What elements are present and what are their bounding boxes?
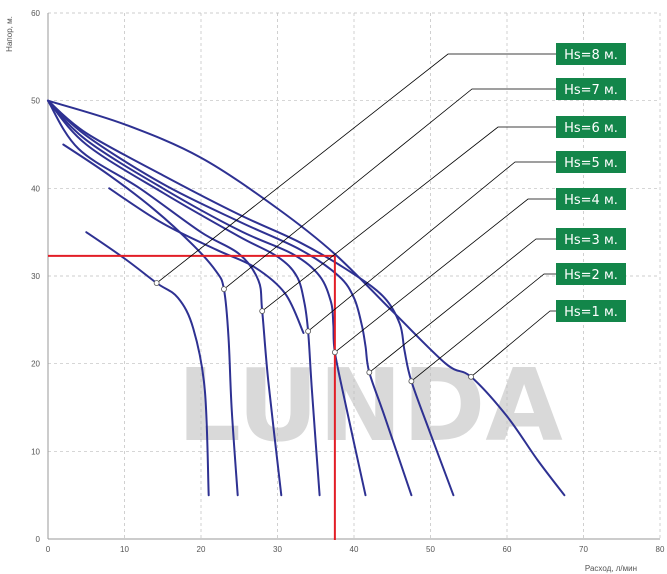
grid xyxy=(48,12,661,539)
series-label: Hs=3 м. xyxy=(564,233,618,248)
leader-line xyxy=(334,198,556,353)
y-tick-label: 60 xyxy=(31,9,40,18)
series-label-box xyxy=(556,228,626,250)
curve-line xyxy=(47,99,367,497)
curve-marker xyxy=(468,373,474,380)
curve-marker xyxy=(366,369,373,376)
curves xyxy=(47,99,566,497)
curve-line xyxy=(47,99,321,497)
series-labels: Hs=1 м. Hs=2 м. Hs=3 м. Hs=4 м. Hs=5 м. Hs=6 … xyxy=(556,43,626,322)
curve-line xyxy=(62,143,239,497)
y-tick-label: 30 xyxy=(31,272,40,281)
series-label: Hs=1 м. xyxy=(564,305,618,320)
series-label: Hs=5 м. xyxy=(564,156,618,171)
series-label-box xyxy=(556,188,626,210)
curve-marker xyxy=(305,328,312,335)
series-label-box xyxy=(556,151,626,173)
x-tick-label: 50 xyxy=(426,545,435,554)
curve-markers xyxy=(153,280,474,385)
series-label-box xyxy=(556,263,626,285)
curve-line xyxy=(47,99,283,497)
leader-line xyxy=(156,53,556,284)
leader-line xyxy=(369,238,556,373)
series-label-box xyxy=(556,43,626,65)
series-label: Hs=4 м. xyxy=(564,193,618,208)
curve-line xyxy=(85,231,210,497)
curve-marker xyxy=(153,280,160,286)
leader-line xyxy=(261,126,556,312)
series-label: Hs=6 м. xyxy=(564,121,618,136)
leader-line xyxy=(223,88,556,290)
curve-marker xyxy=(408,378,415,385)
curve-line xyxy=(47,99,413,497)
series-label: Hs=7 м. xyxy=(564,83,618,98)
y-tick-label: 0 xyxy=(36,535,41,544)
curve-line xyxy=(47,99,566,497)
leader-lines xyxy=(156,53,556,382)
leader-line xyxy=(411,273,556,382)
x-tick-label: 40 xyxy=(350,545,359,554)
y-axis-label: Напор, м. xyxy=(5,16,14,52)
x-tick-label: 70 xyxy=(579,545,588,554)
leader-line xyxy=(470,310,556,378)
curve-marker xyxy=(331,349,338,356)
y-tick-label: 10 xyxy=(31,447,40,456)
x-tick-label: 10 xyxy=(120,545,129,554)
curve-marker xyxy=(221,286,227,293)
series-label-box xyxy=(556,78,626,100)
series-label-box xyxy=(556,116,626,138)
x-tick-label: 20 xyxy=(197,545,206,554)
y-tick-label: 20 xyxy=(31,360,40,369)
curve-marker xyxy=(259,308,266,314)
x-axis-label: Расход, л/мин xyxy=(585,564,637,573)
y-tick-label: 40 xyxy=(31,184,40,193)
series-label: Hs=2 м. xyxy=(564,268,618,283)
y-tick-label: 50 xyxy=(31,97,40,106)
x-tick-label: 30 xyxy=(273,545,282,554)
series-label-box xyxy=(556,300,626,322)
leader-line xyxy=(307,161,556,332)
curve-line xyxy=(108,187,305,334)
x-tick-label: 0 xyxy=(46,545,51,554)
x-tick-label: 80 xyxy=(656,545,665,554)
x-tick-label: 60 xyxy=(503,545,512,554)
series-label: Hs=8 м. xyxy=(564,48,618,63)
curve-line xyxy=(47,99,455,497)
